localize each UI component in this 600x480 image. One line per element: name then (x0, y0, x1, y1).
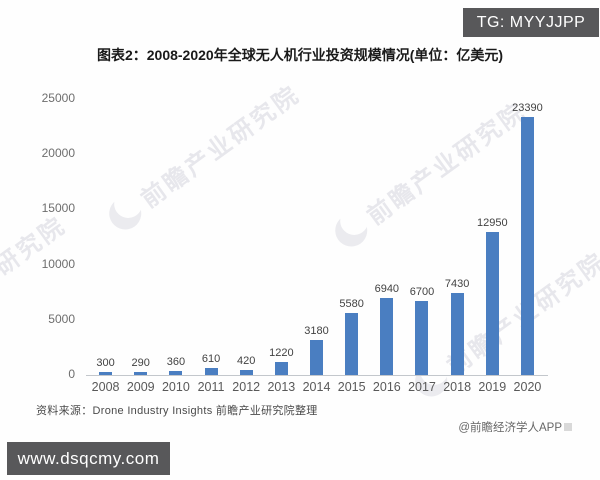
bar (520, 116, 534, 375)
x-axis-tick-label: 2014 (302, 380, 331, 394)
bar-value-label: 360 (166, 356, 186, 369)
bar-column: 3180 (299, 99, 334, 375)
x-axis-tick-label: 2012 (232, 380, 261, 394)
source-note: 资料来源：Drone Industry Insights 前瞻产业研究院整理 (36, 405, 318, 417)
y-axis: 0 5000 10000 15000 20000 25000 (0, 0, 75, 400)
bar-value-label: 5580 (339, 298, 364, 311)
bar (380, 298, 394, 375)
bar-value-label: 6940 (374, 283, 400, 296)
website-badge: www.dsqcmy.com (7, 442, 170, 475)
bar-column: 12950 (475, 99, 510, 375)
x-axis-line (86, 375, 548, 376)
bar-column: 23390 (510, 99, 545, 375)
bar-column: 290 (123, 99, 158, 375)
bar-value-label: 7430 (444, 277, 470, 290)
bar-column: 360 (158, 99, 193, 375)
bar (134, 371, 148, 375)
y-axis-tick-label: 5000 (48, 311, 75, 326)
bar-value-label: 610 (201, 353, 221, 366)
x-axis-tick-label: 2019 (478, 380, 507, 394)
bar-value-label: 12950 (477, 217, 508, 230)
bar-column: 300 (88, 99, 123, 375)
bar (99, 371, 113, 375)
x-axis-tick-label: 2017 (408, 380, 436, 394)
y-axis-tick-label: 20000 (41, 146, 75, 161)
bar (239, 370, 253, 375)
bar-column: 6940 (369, 99, 404, 375)
x-axis-tick-label: 2020 (513, 380, 542, 394)
bar-value-label: 300 (96, 356, 115, 369)
bar-column: 1220 (264, 99, 299, 375)
bar-value-label: 3180 (304, 324, 329, 337)
y-axis-tick-label: 10000 (41, 256, 75, 271)
y-axis-tick-label: 25000 (41, 91, 75, 105)
bar (345, 313, 359, 375)
x-axis-tick-label: 2018 (443, 380, 472, 394)
x-axis-tick-label: 2013 (267, 380, 296, 394)
x-axis-tick-label: 2011 (197, 380, 225, 394)
bar-column: 6700 (404, 99, 439, 375)
bar-column: 5580 (334, 99, 369, 375)
credit-note: @前瞻经济学人APP (458, 419, 572, 435)
y-axis-tick-label: 15000 (41, 201, 75, 216)
bar (415, 301, 429, 375)
credit-square-icon (564, 423, 572, 431)
bar-value-label: 23390 (512, 101, 543, 114)
bar-value-label: 420 (237, 355, 256, 368)
bars: 300 290 360 610 420 1220 3180 5580 6940 6700 7430 1… (88, 99, 545, 375)
bar (169, 371, 183, 375)
x-axis-tick-label: 2009 (126, 380, 155, 394)
chart-title: 图表2：2008-2020年全球无人机行业投资规模情况(单位：亿美元) (96, 47, 504, 63)
x-axis-tick-label: 2010 (161, 380, 190, 394)
bar (274, 361, 288, 375)
x-axis: 2008 2009 2010 2011 2012 2013 2014 2015 2016 2017… (88, 380, 545, 394)
bar-value-label: 290 (131, 356, 150, 369)
bar (204, 368, 218, 375)
bar (310, 339, 324, 375)
bar-value-label: 6700 (409, 286, 435, 299)
bar-column: 420 (229, 99, 264, 375)
bar-column: 7430 (440, 99, 475, 375)
bar (450, 292, 464, 375)
x-axis-tick-label: 2016 (372, 380, 401, 394)
tg-contact-badge: TG: MYYJJPP (463, 8, 599, 37)
bar-value-label: 1220 (269, 346, 294, 359)
x-axis-tick-label: 2015 (337, 380, 366, 394)
x-axis-tick-label: 2008 (91, 380, 120, 394)
credit-text: @前瞻经济学人APP (458, 422, 562, 434)
y-axis-tick-label: 0 (68, 367, 75, 381)
bar-column: 610 (193, 99, 228, 375)
bar (485, 232, 499, 375)
